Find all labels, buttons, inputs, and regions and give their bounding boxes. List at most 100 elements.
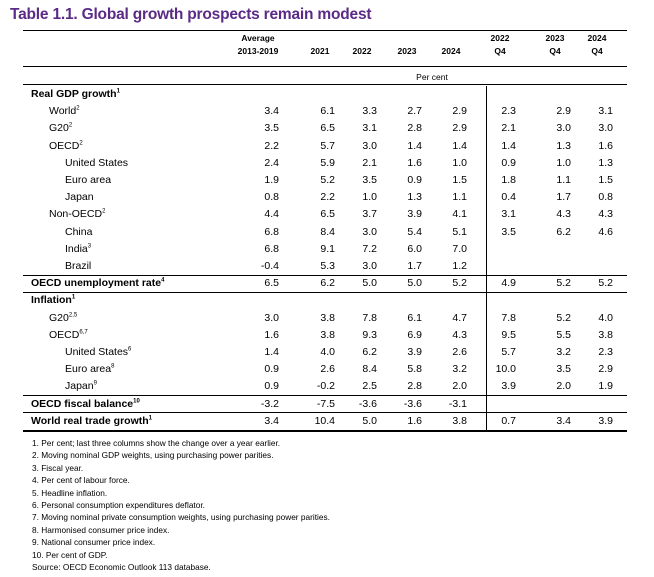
footnote-marker: 3 (87, 243, 92, 250)
footnote-marker: 2 (76, 105, 80, 112)
table-row: OECD unemployment rate4 6.5 6.2 5.0 5.0 5.2 4.… (0, 275, 654, 292)
column-header: 2023 (397, 46, 417, 56)
table-cell: 1.1 (452, 191, 467, 204)
table-cell: 5.5 (556, 328, 571, 341)
row-label: United States (65, 156, 129, 169)
table-cell: 2.1 (501, 122, 516, 135)
table-cell: 3.8 (452, 414, 467, 427)
row-label: Inflation1 (31, 294, 76, 307)
row-label: Euro area8 (65, 363, 115, 376)
table-cell: 5.7 (320, 139, 335, 152)
table-cell: 1.0 (452, 156, 467, 169)
table-cell: 7.8 (501, 311, 516, 324)
footnote: 7. Moving nominal private consumption we… (32, 512, 330, 523)
table-row: OECD2 2.2 5.7 3.0 1.4 1.4 1.4 1.3 1.6 (0, 138, 654, 155)
table-row: G202,5 3.0 3.8 7.8 6.1 4.7 7.8 5.2 4.0 (0, 310, 654, 327)
table-row: China 6.8 8.4 3.0 5.4 5.1 3.5 6.2 4.6 (0, 224, 654, 241)
footnote: 9. National consumer price index. (32, 537, 156, 548)
table-cell: 3.1 (598, 105, 613, 118)
table-cell: 1.4 (452, 139, 467, 152)
table-cell: 7.2 (362, 242, 377, 255)
table-row: Real GDP growth1 (0, 86, 654, 103)
table-cell: 3.0 (362, 225, 377, 238)
row-label: United States6 (65, 346, 132, 358)
row-label: Japan9 (65, 380, 97, 393)
table-cell: 0.9 (264, 363, 279, 376)
table-cell: 1.7 (556, 191, 571, 204)
table-row: Euro area8 0.9 2.6 8.4 5.8 3.2 10.0 3.5 2.9 (0, 361, 654, 378)
table-cell: 6.5 (320, 208, 335, 221)
table-cell: 4.6 (598, 225, 613, 238)
table-cell: 5.0 (407, 277, 422, 290)
table-cell: 1.7 (407, 260, 422, 272)
table-cell: 3.3 (362, 105, 377, 118)
table-cell: 2.2 (264, 139, 279, 152)
table-cell: 4.1 (452, 208, 467, 221)
table-cell: 2.7 (407, 105, 422, 118)
table-cell: 5.7 (501, 346, 516, 358)
table-cell: 3.4 (556, 414, 571, 427)
table-cell: 1.1 (556, 174, 571, 186)
table-cell: 6.1 (320, 105, 335, 118)
row-label: Japan (65, 191, 94, 204)
table-cell: 2.9 (452, 105, 467, 118)
table-cell: 3.5 (362, 174, 377, 186)
table-cell: 2.6 (452, 346, 467, 358)
table-cell: 3.9 (501, 380, 516, 393)
table-bottom-rule (23, 430, 627, 432)
row-label: OECD fiscal balance10 (31, 397, 140, 410)
table-cell: -0.2 (316, 380, 335, 393)
table-cell: -3.6 (358, 397, 377, 410)
table-cell: 2.9 (598, 363, 613, 376)
row-label: China (65, 225, 93, 238)
table-row: Brazil -0.4 5.3 3.0 1.7 1.2 (0, 258, 654, 275)
footnote-marker: 8 (111, 363, 115, 370)
table-cell: 1.0 (556, 156, 571, 169)
table-cell: 1.3 (407, 191, 422, 204)
footnote-marker: 6 (128, 346, 132, 353)
table-cell: 2.5 (362, 380, 377, 393)
table-cell: 2.0 (452, 380, 467, 393)
table-cell: 2.8 (407, 122, 422, 135)
table-cell: -0.4 (260, 260, 279, 272)
table-cell: 3.5 (501, 225, 516, 238)
table-row: OECD fiscal balance10 -3.2 -7.5 -3.6 -3.6 -3.… (0, 396, 654, 413)
table-cell: 4.3 (556, 208, 571, 221)
footnote-marker: 2 (102, 208, 106, 215)
section-rule (23, 291, 627, 293)
table-row: United States 2.4 5.9 2.1 1.6 1.0 0.9 1.0 1.3 (0, 155, 654, 172)
table-cell: 3.0 (264, 311, 279, 324)
table-cell: 6.2 (320, 277, 335, 290)
table-cell: 8.4 (320, 225, 335, 238)
table-row: OECD6,7 1.6 3.8 9.3 6.9 4.3 9.5 5.5 3.8 (0, 327, 654, 344)
table-cell: 5.2 (320, 174, 335, 186)
header-top-rule (23, 30, 627, 31)
table-cell: 1.4 (501, 139, 516, 152)
unit-label: Per cent (416, 72, 448, 82)
row-label: OECD unemployment rate4 (31, 277, 165, 290)
footnote-marker: 10 (133, 398, 140, 405)
table-cell: 3.1 (362, 122, 377, 135)
table-cell: 10.0 (495, 363, 516, 376)
table-title: Table 1.1. Global growth prospects remai… (10, 6, 372, 23)
table-cell: 5.2 (556, 311, 571, 324)
table-cell: 2.2 (320, 191, 335, 204)
column-header: Q4 (494, 46, 506, 56)
table-cell: 6.8 (264, 242, 279, 255)
table-cell: 3.0 (556, 122, 571, 135)
footnote: 4. Per cent of labour force. (32, 475, 130, 486)
table-cell: 5.9 (320, 156, 335, 169)
footnote-marker: 2 (79, 140, 83, 147)
table-cell: 6.5 (264, 277, 279, 290)
footnote: 5. Headline inflation. (32, 487, 108, 498)
table-cell: 5.2 (598, 277, 613, 290)
table-cell: 0.8 (264, 191, 279, 204)
row-label: World real trade growth1 (31, 414, 152, 427)
column-header: 2023 (545, 33, 565, 43)
table-cell: 1.6 (598, 139, 613, 152)
table-row: World real trade growth1 3.4 10.4 5.0 1.6 3.8… (0, 413, 654, 430)
table-row: United States6 1.4 4.0 6.2 3.9 2.6 5.7 3.2 2.3 (0, 344, 654, 361)
column-header: 2024 (587, 33, 607, 43)
table-cell: 3.0 (598, 122, 613, 135)
row-label: Euro area (65, 174, 112, 186)
